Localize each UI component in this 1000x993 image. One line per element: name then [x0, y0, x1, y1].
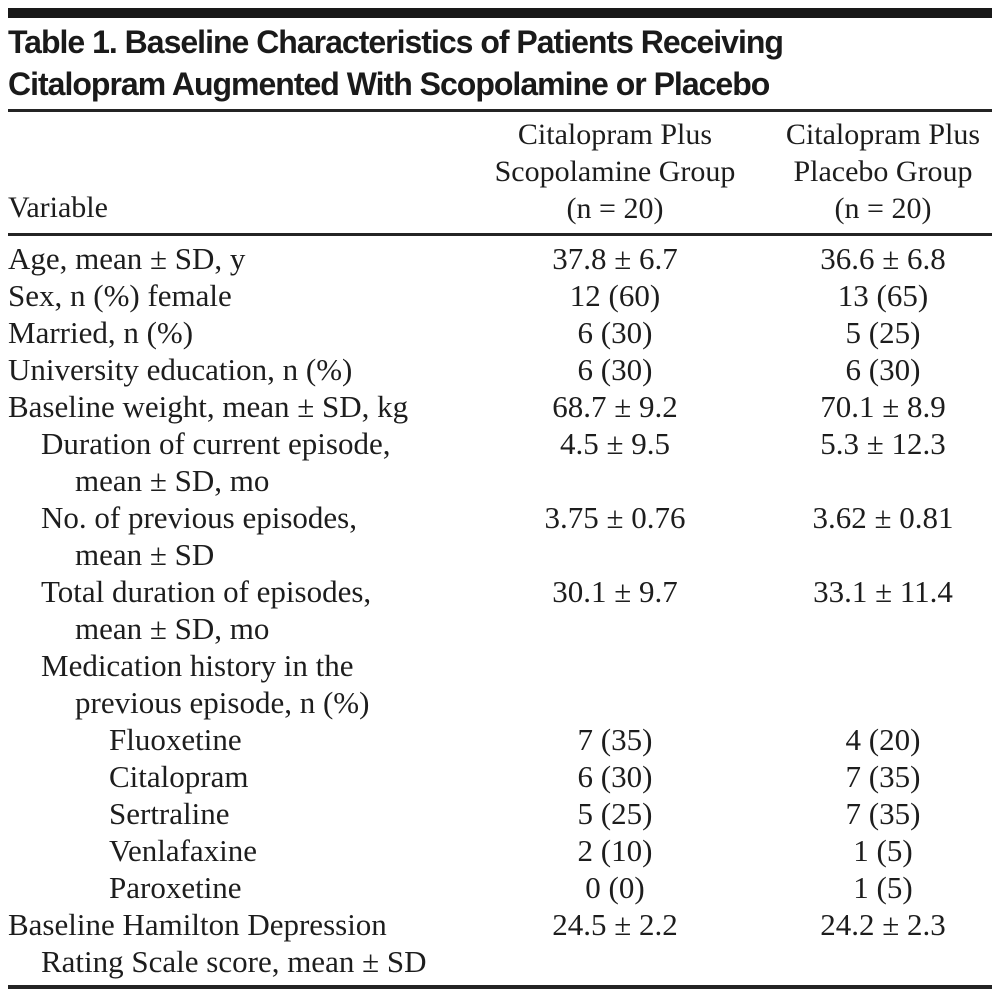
table-row: Citalopram 6 (30) 7 (35) [8, 758, 992, 795]
row-value-placebo: 5.3 ± 12.3 [820, 426, 946, 461]
table-row: Age, mean ± SD, y 37.8 ± 6.7 36.6 ± 6.8 [8, 240, 992, 277]
row-value-placebo: 4 (20) [845, 722, 921, 757]
table-row: Medication history in the previous episod… [8, 647, 992, 721]
row-value-scopolamine: 37.8 ± 6.7 [552, 241, 678, 276]
column-header-placebo-n: (n = 20) [834, 192, 932, 225]
row-value-placebo: 7 (35) [845, 796, 921, 831]
column-header-variable: Variable [8, 191, 108, 224]
row-value-scopolamine: 0 (0) [585, 870, 645, 905]
row-label-line: University education, n (%) [8, 352, 353, 387]
row-label: Paroxetine [8, 869, 456, 906]
row-label-line: mean ± SD, mo [75, 611, 270, 646]
row-label: Fluoxetine [8, 721, 456, 758]
row-label: Venlafaxine [8, 832, 456, 869]
row-label: Married, n (%) [8, 314, 456, 351]
row-label: Total duration of episodes, mean ± SD, mo [8, 573, 456, 647]
row-label-line: Baseline Hamilton Depression [8, 907, 387, 942]
column-header-placebo-group: Citalopram Plus Placebo Group (n = 20) [774, 116, 992, 227]
row-value-scopolamine: 68.7 ± 9.2 [552, 389, 678, 424]
row-label: University education, n (%) [8, 351, 456, 388]
title-divider-rule [8, 109, 992, 112]
table-top-bar [8, 8, 992, 18]
row-value-placebo: 13 (65) [837, 278, 929, 313]
column-header-scopolamine-line-2: Scopolamine Group [494, 155, 736, 188]
table-row: Baseline weight, mean ± SD, kg 68.7 ± 9.2… [8, 388, 992, 425]
row-label-line: Citalopram [109, 759, 249, 794]
row-label-line: Duration of current episode, [41, 426, 391, 461]
row-label-line: Married, n (%) [8, 315, 194, 350]
row-label-line: No. of previous episodes, [41, 500, 357, 535]
row-value-scopolamine: 2 (10) [577, 833, 653, 868]
table-row: Total duration of episodes, mean ± SD, mo… [8, 573, 992, 647]
row-label-line: Sex, n (%) female [8, 278, 232, 313]
row-label: Sertraline [8, 795, 456, 832]
table-row: Sex, n (%) female 12 (60) 13 (65) [8, 277, 992, 314]
row-value-placebo: 5 (25) [845, 315, 921, 350]
row-label-line: Fluoxetine [109, 722, 242, 757]
row-value-scopolamine: 30.1 ± 9.7 [552, 574, 678, 609]
row-value-placebo: 1 (5) [853, 870, 913, 905]
row-value-placebo: 7 (35) [845, 759, 921, 794]
row-value-scopolamine: 6 (30) [577, 315, 653, 350]
row-label: Baseline weight, mean ± SD, kg [8, 388, 456, 425]
table-row: Venlafaxine 2 (10) 1 (5) [8, 832, 992, 869]
table-row: Fluoxetine 7 (35) 4 (20) [8, 721, 992, 758]
row-label-line: Baseline weight, mean ± SD, kg [8, 389, 409, 424]
row-label-line: mean ± SD, mo [75, 463, 270, 498]
row-value-placebo: 3.62 ± 0.81 [812, 500, 954, 535]
row-value-scopolamine: 24.5 ± 2.2 [552, 907, 678, 942]
table-row: Sertraline 5 (25) 7 (35) [8, 795, 992, 832]
row-value-placebo: 6 (30) [845, 352, 921, 387]
header-divider-rule [8, 233, 992, 236]
row-label-line: Sertraline [109, 796, 230, 831]
table-bottom-rule [8, 985, 992, 989]
table-title-line-2: Citalopram Augmented With Scopolamine or… [8, 66, 770, 102]
row-label: No. of previous episodes, mean ± SD [8, 499, 456, 573]
row-label-line: mean ± SD [75, 537, 215, 572]
table-title-line-1: Table 1. Baseline Characteristics of Pat… [8, 24, 784, 60]
row-value-scopolamine: 7 (35) [577, 722, 653, 757]
row-label: Medication history in the previous episod… [8, 647, 456, 721]
row-value-scopolamine: 3.75 ± 0.76 [544, 500, 686, 535]
row-value-scopolamine: 6 (30) [577, 759, 653, 794]
row-value-placebo: 33.1 ± 11.4 [813, 574, 953, 609]
table-row: University education, n (%) 6 (30) 6 (30) [8, 351, 992, 388]
row-label: Age, mean ± SD, y [8, 240, 456, 277]
row-label: Citalopram [8, 758, 456, 795]
row-value-scopolamine: 4.5 ± 9.5 [559, 426, 670, 461]
column-header-scopolamine-n: (n = 20) [566, 192, 664, 225]
table-title: Table 1. Baseline Characteristics of Pat… [8, 21, 992, 105]
table-body: Age, mean ± SD, y 37.8 ± 6.7 36.6 ± 6.8 Sex… [8, 236, 992, 980]
row-value-scopolamine: 12 (60) [569, 278, 661, 313]
row-label-line: previous episode, n (%) [75, 685, 370, 720]
row-label: Sex, n (%) female [8, 277, 456, 314]
row-value-scopolamine: 5 (25) [577, 796, 653, 831]
row-label-line: Age, mean ± SD, y [8, 241, 246, 276]
row-label: Duration of current episode, mean ± SD, m… [8, 425, 456, 499]
row-label: Baseline Hamilton Depression Rating Scale… [8, 906, 456, 980]
table-row: Baseline Hamilton Depression Rating Scale… [8, 906, 992, 980]
table-row: Duration of current episode, mean ± SD, m… [8, 425, 992, 499]
table-header-row: Variable Citalopram Plus Scopolamine Gro… [8, 112, 992, 233]
row-label-line: Medication history in the [41, 648, 354, 683]
column-header-scopolamine-line-1: Citalopram Plus [517, 118, 713, 151]
row-label-line: Paroxetine [109, 870, 242, 905]
row-value-scopolamine: 6 (30) [577, 352, 653, 387]
table-row: Paroxetine 0 (0) 1 (5) [8, 869, 992, 906]
row-label-line: Rating Scale score, mean ± SD [41, 944, 427, 979]
row-label-line: Total duration of episodes, [41, 574, 372, 609]
table-row: No. of previous episodes, mean ± SD 3.75 ±… [8, 499, 992, 573]
row-value-placebo: 24.2 ± 2.3 [820, 907, 946, 942]
row-value-placebo: 70.1 ± 8.9 [820, 389, 946, 424]
column-header-placebo-line-2: Placebo Group [793, 155, 973, 188]
row-label-line: Venlafaxine [109, 833, 258, 868]
table-row: Married, n (%) 6 (30) 5 (25) [8, 314, 992, 351]
row-value-placebo: 1 (5) [853, 833, 913, 868]
column-header-scopolamine-group: Citalopram Plus Scopolamine Group (n = 2… [456, 116, 774, 227]
row-value-placebo: 36.6 ± 6.8 [820, 241, 946, 276]
column-header-placebo-line-1: Citalopram Plus [785, 118, 981, 151]
